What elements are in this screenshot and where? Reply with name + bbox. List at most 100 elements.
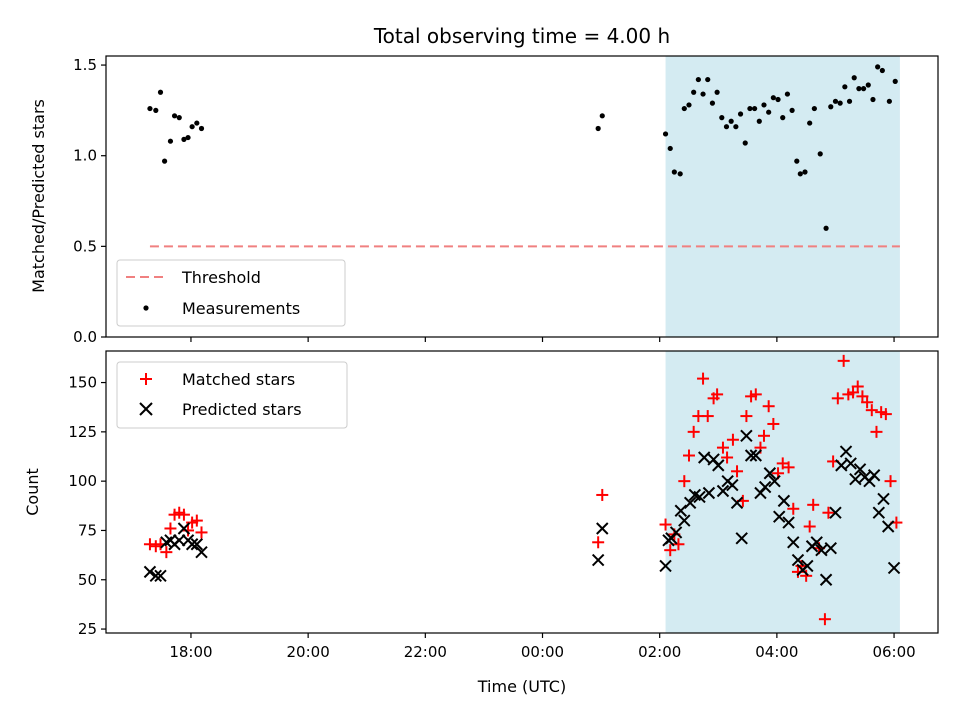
matched-stars-point — [884, 475, 897, 488]
predicted-stars-point — [702, 486, 716, 500]
predicted-stars-point — [185, 538, 199, 551]
matched-stars-point — [782, 461, 795, 474]
count-points — [143, 354, 903, 626]
x-tick-label: 02:00 — [638, 643, 681, 661]
predicted-stars-point — [768, 474, 781, 488]
y-tick-label: 0.5 — [73, 237, 97, 255]
matched-stars-point — [721, 451, 734, 464]
measurement-point — [737, 111, 744, 117]
predicted-stars-point — [730, 496, 744, 510]
measurement-point — [667, 145, 673, 152]
measurement-point — [167, 138, 174, 144]
measurement-point — [153, 107, 159, 113]
count-axes-frame — [105, 350, 939, 634]
matched-stars-point — [851, 380, 864, 393]
predicted-stars-point — [782, 516, 795, 529]
predicted-stars-point — [154, 569, 167, 583]
measurement-point — [892, 78, 898, 84]
predicted-stars-point — [678, 514, 691, 527]
legend-measurements-label: Measurements — [182, 299, 300, 318]
predicted-stars-point — [735, 532, 748, 545]
measurement-point — [770, 95, 776, 101]
measurement-point — [686, 102, 692, 108]
measurement-point — [705, 76, 711, 83]
measurement-point — [756, 118, 762, 124]
x-axis-label: Time (UTC) — [477, 677, 566, 696]
measurement-point — [789, 107, 795, 113]
matched-stars-point — [731, 465, 744, 478]
predicted-stars-point — [829, 506, 842, 519]
matched-stars-point — [803, 520, 816, 533]
legend-measurements-swatch — [143, 305, 149, 311]
measurement-point — [742, 140, 748, 146]
y-tick-label: 0.0 — [73, 328, 97, 346]
y-tick-label: 1.0 — [73, 147, 97, 165]
matched-stars-point — [716, 441, 729, 454]
matched-stars-point — [182, 524, 195, 537]
measurement-point — [817, 151, 823, 157]
measurement-point — [189, 124, 195, 130]
matched-stars-point — [726, 433, 739, 446]
measurement-point — [823, 225, 829, 231]
predicted-stars-point — [143, 565, 157, 579]
measurement-point — [719, 115, 725, 121]
predicted-stars-point — [881, 520, 895, 533]
predicted-stars-point — [763, 467, 777, 480]
predicted-stars-point — [877, 492, 890, 506]
measurement-point — [851, 75, 857, 81]
measurement-point — [691, 89, 697, 95]
predicted-stars-point — [872, 506, 886, 519]
predicted-stars-point — [716, 484, 730, 498]
matched-stars-point — [659, 518, 672, 531]
ratio-axes-frame — [105, 55, 939, 338]
count-x-ticks: 18:00 20:00 22:00 00:00 02:00 04:00 06:00 — [169, 633, 916, 661]
measurement-point — [181, 136, 187, 142]
predicted-stars-point — [853, 463, 867, 476]
matched-stars-point — [697, 372, 710, 385]
ratio-points — [147, 64, 898, 231]
matched-stars-point — [800, 569, 813, 582]
measurement-point — [875, 64, 881, 70]
x-tick-label: 06:00 — [872, 643, 915, 661]
predicted-stars-point — [791, 553, 805, 567]
predicted-stars-point — [740, 429, 753, 443]
ratio-y-axis-label: Matched/Predicted stars — [29, 99, 48, 293]
measurement-point — [802, 169, 808, 175]
predicted-stars-point — [659, 559, 672, 573]
predicted-stars-point — [744, 449, 758, 462]
count-legend: Matched stars Predicted stars — [116, 361, 348, 429]
x-tick-label: 20:00 — [287, 643, 330, 661]
measurement-point — [714, 89, 720, 95]
y-tick-label: 25 — [78, 620, 97, 638]
count-panel: 25 50 75 100 125 150 18:00 20:00 22:00 00:00 02:0… — [23, 350, 939, 696]
ratio-highlight-span — [665, 56, 900, 337]
matched-stars-point — [870, 425, 883, 438]
measurement-point — [161, 158, 168, 164]
measurement-point — [775, 96, 781, 103]
predicted-stars-point — [773, 510, 786, 523]
predicted-stars-point — [674, 504, 687, 517]
measurement-point — [828, 104, 834, 110]
measurement-point — [811, 105, 817, 112]
measurement-point — [860, 86, 867, 92]
predicted-stars-point — [712, 459, 725, 472]
measurement-point — [766, 109, 772, 115]
measurement-point — [752, 105, 758, 112]
y-tick-label: 1.5 — [73, 56, 97, 74]
matched-stars-point — [818, 613, 831, 626]
matched-stars-point — [682, 449, 695, 462]
x-tick-label: 22:00 — [404, 643, 447, 661]
predicted-stars-point — [195, 545, 208, 559]
measurement-point — [837, 100, 843, 106]
y-tick-label: 50 — [78, 571, 97, 589]
measurement-point — [171, 113, 178, 119]
measurement-point — [842, 84, 848, 90]
ratio-x-ticks — [190, 337, 895, 342]
legend-threshold-label: Threshold — [181, 268, 261, 287]
count-y-ticks: 25 50 75 100 125 150 — [68, 374, 106, 638]
measurement-point — [700, 91, 706, 97]
matched-stars-point — [831, 392, 844, 405]
measurement-point — [728, 118, 734, 124]
predicted-stars-point — [669, 526, 683, 539]
